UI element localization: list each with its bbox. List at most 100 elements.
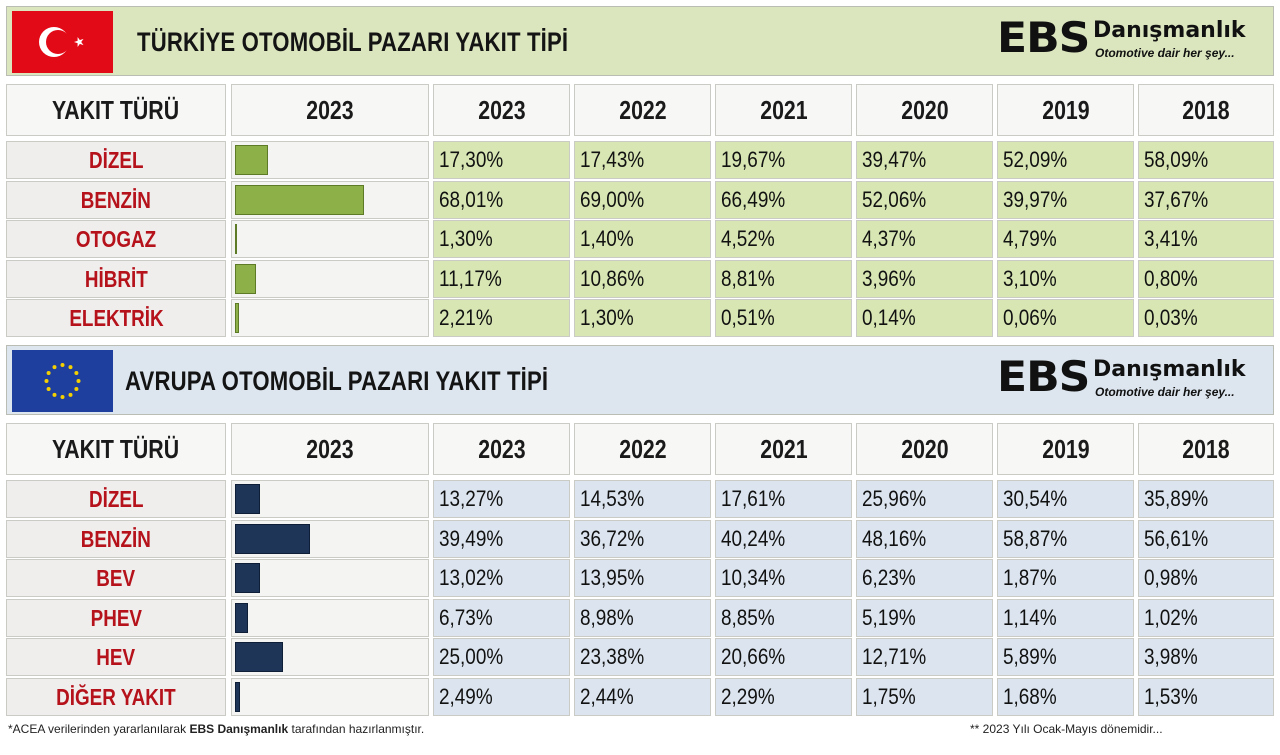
row-label-text: BENZİN bbox=[80, 186, 152, 213]
turkiye-title: TÜRKİYE OTOMOBİL PAZARI YAKIT TİPİ bbox=[137, 27, 569, 57]
value-text: 30,54% bbox=[1003, 486, 1068, 511]
turkiye-value-cell: 68,01% bbox=[433, 181, 570, 219]
avrupa-title: AVRUPA OTOMOBİL PAZARI YAKIT TİPİ bbox=[125, 366, 549, 396]
avrupa-value-cell: 0,98% bbox=[1138, 559, 1274, 597]
value-text: 35,89% bbox=[1144, 486, 1209, 511]
value-text: 1,30% bbox=[580, 305, 634, 330]
value-text: 37,67% bbox=[1144, 187, 1209, 212]
avrupa-header-year: 2022 bbox=[574, 423, 711, 475]
header-year-text: 2020 bbox=[900, 433, 949, 464]
value-text: 0,03% bbox=[1144, 305, 1198, 330]
avrupa-value-cell: 14,53% bbox=[574, 480, 711, 518]
chart-bar bbox=[235, 484, 260, 514]
value-text: 20,66% bbox=[721, 644, 786, 669]
turkiye-value-cell: 10,86% bbox=[574, 260, 711, 298]
turkiye-value-cell: 11,17% bbox=[433, 260, 570, 298]
value-text: 5,19% bbox=[862, 605, 916, 630]
row-label-text: BENZİN bbox=[80, 525, 152, 552]
value-text: 25,00% bbox=[439, 644, 504, 669]
header-year-text: 2020 bbox=[900, 94, 949, 125]
value-text: 12,71% bbox=[862, 644, 927, 669]
avrupa-row-label: DİĞER YAKIT bbox=[6, 678, 226, 716]
header-year-text: 2023 bbox=[306, 94, 354, 125]
value-text: 3,98% bbox=[1144, 644, 1198, 669]
turkiye-value-cell: 39,97% bbox=[997, 181, 1134, 219]
avrupa-value-cell: 56,61% bbox=[1138, 520, 1274, 558]
avrupa-value-cell: 8,98% bbox=[574, 599, 711, 637]
value-text: 1,02% bbox=[1144, 605, 1198, 630]
logo-name: Danışmanlık bbox=[1093, 18, 1246, 43]
value-text: 8,98% bbox=[580, 605, 634, 630]
value-text: 13,95% bbox=[580, 565, 645, 590]
turkiye-value-cell: 0,06% bbox=[997, 299, 1134, 337]
turkiye-value-cell: 1,40% bbox=[574, 220, 711, 258]
value-text: 69,00% bbox=[580, 187, 645, 212]
turkiye-header-year: 2023 bbox=[433, 84, 570, 136]
turkiye-bar-cell bbox=[231, 260, 429, 298]
row-label-text: BEV bbox=[96, 564, 136, 591]
value-text: 25,96% bbox=[862, 486, 927, 511]
value-text: 39,97% bbox=[1003, 187, 1068, 212]
turkiye-row-label: ELEKTRİK bbox=[6, 299, 226, 337]
turkiye-banner: TÜRKİYE OTOMOBİL PAZARI YAKIT TİPİ EBS D… bbox=[6, 6, 1274, 76]
avrupa-bar-cell bbox=[231, 480, 429, 518]
value-text: 52,09% bbox=[1003, 147, 1068, 172]
avrupa-value-cell: 1,87% bbox=[997, 559, 1134, 597]
logo-tagline: Otomotive dair her şey... bbox=[1095, 385, 1235, 399]
header-year-text: 2022 bbox=[618, 94, 667, 125]
turkiye-value-cell: 0,14% bbox=[856, 299, 993, 337]
value-text: 8,81% bbox=[721, 266, 775, 291]
ebs-logo-2: EBS Danışmanlık Otomotive dair her şey..… bbox=[997, 355, 1259, 405]
turkiye-value-cell: 58,09% bbox=[1138, 141, 1274, 179]
value-text: 3,41% bbox=[1144, 226, 1198, 251]
avrupa-header-year: 2020 bbox=[856, 423, 993, 475]
avrupa-row-label: BEV bbox=[6, 559, 226, 597]
value-text: 11,17% bbox=[439, 266, 502, 291]
turkiye-row-label: DİZEL bbox=[6, 141, 226, 179]
avrupa-value-cell: 13,95% bbox=[574, 559, 711, 597]
avrupa-value-cell: 2,29% bbox=[715, 678, 852, 716]
value-text: 68,01% bbox=[439, 187, 504, 212]
value-text: 13,02% bbox=[439, 565, 504, 590]
turkiye-bar-cell bbox=[231, 181, 429, 219]
avrupa-value-cell: 6,73% bbox=[433, 599, 570, 637]
turkiye-value-cell: 17,30% bbox=[433, 141, 570, 179]
value-text: 4,37% bbox=[862, 226, 916, 251]
value-text: 10,86% bbox=[580, 266, 645, 291]
footer-note: ** 2023 Yılı Ocak-Mayıs dönemidir... bbox=[970, 722, 1163, 736]
avrupa-bar-cell bbox=[231, 599, 429, 637]
avrupa-value-cell: 39,49% bbox=[433, 520, 570, 558]
header-year-text: 2018 bbox=[1182, 433, 1230, 464]
avrupa-value-cell: 20,66% bbox=[715, 638, 852, 676]
chart-bar bbox=[235, 603, 248, 633]
turkiye-value-cell: 2,21% bbox=[433, 299, 570, 337]
value-text: 0,80% bbox=[1144, 266, 1198, 291]
value-text: 39,49% bbox=[439, 526, 504, 551]
value-text: 66,49% bbox=[721, 187, 786, 212]
avrupa-bar-cell bbox=[231, 638, 429, 676]
header-year-text: 2021 bbox=[759, 94, 808, 125]
avrupa-value-cell: 25,00% bbox=[433, 638, 570, 676]
turkiye-value-cell: 69,00% bbox=[574, 181, 711, 219]
avrupa-value-cell: 40,24% bbox=[715, 520, 852, 558]
value-text: 13,27% bbox=[439, 486, 504, 511]
avrupa-bar-cell bbox=[231, 520, 429, 558]
avrupa-value-cell: 5,89% bbox=[997, 638, 1134, 676]
avrupa-header-year: 2021 bbox=[715, 423, 852, 475]
footer-prefix: *ACEA verilerinden yararlanılarak bbox=[8, 722, 187, 736]
turkiye-header-year: 2018 bbox=[1138, 84, 1274, 136]
turkiye-value-cell: 4,52% bbox=[715, 220, 852, 258]
avrupa-value-cell: 1,53% bbox=[1138, 678, 1274, 716]
chart-bar bbox=[235, 642, 283, 672]
eu-flag-icon bbox=[12, 350, 113, 412]
turkiye-value-cell: 4,37% bbox=[856, 220, 993, 258]
value-text: 2,21% bbox=[439, 305, 493, 330]
header-year-text: 2023 bbox=[477, 94, 526, 125]
turkiye-value-cell: 1,30% bbox=[433, 220, 570, 258]
row-label-text: PHEV bbox=[90, 604, 142, 631]
chart-bar bbox=[235, 224, 237, 254]
logo-brand: EBS bbox=[997, 13, 1090, 62]
value-text: 1,40% bbox=[580, 226, 634, 251]
avrupa-value-cell: 2,44% bbox=[574, 678, 711, 716]
turkiye-bar-cell bbox=[231, 141, 429, 179]
